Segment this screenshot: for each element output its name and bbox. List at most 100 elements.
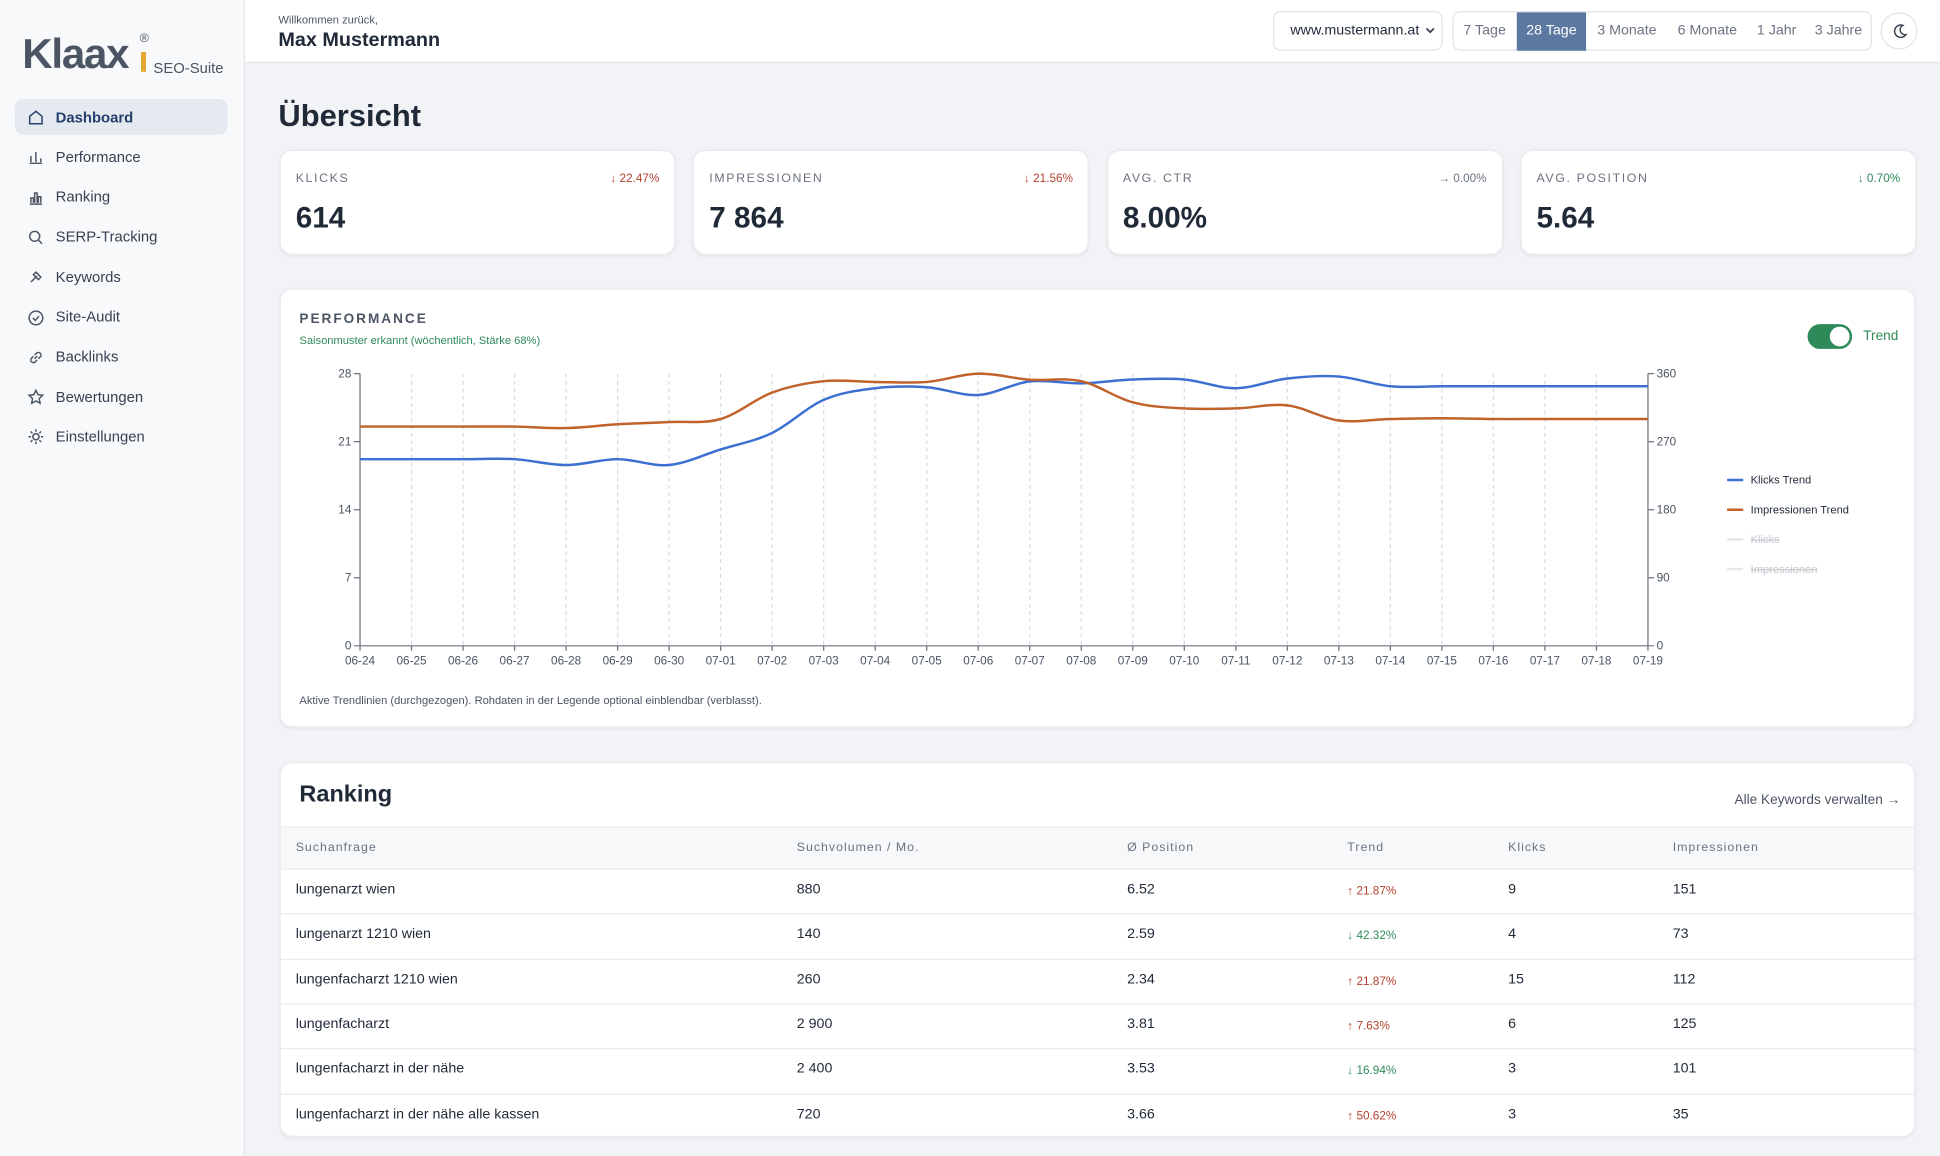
kpi-change: ↓ 22.47% bbox=[610, 171, 660, 186]
column-header: Trend bbox=[1347, 841, 1385, 855]
nav-icon bbox=[30, 271, 42, 283]
x-tick-label: 06-27 bbox=[500, 654, 530, 667]
table-cell: ↓ 16.94% bbox=[1347, 1064, 1397, 1078]
legend-label[interactable]: Impressionen bbox=[1751, 564, 1818, 576]
column-header: Klicks bbox=[1508, 841, 1547, 855]
x-tick-label: 06-25 bbox=[397, 654, 428, 667]
kpi-label: IMPRESSIONEN bbox=[709, 171, 824, 186]
nav-item[interactable]: Bewertungen bbox=[15, 379, 228, 415]
site-select[interactable]: www.mustermann.at bbox=[1273, 11, 1443, 51]
kpi-value: 7 864 bbox=[709, 201, 784, 236]
nav-label: Einstellungen bbox=[55, 427, 145, 446]
icon-path bbox=[30, 351, 42, 364]
range-button[interactable]: 3 Jahre bbox=[1814, 23, 1863, 39]
range-button[interactable]: 6 Monate bbox=[1677, 23, 1737, 39]
nav-item[interactable]: Dashboard bbox=[14, 98, 228, 135]
kpi-change: ↓ 0.70% bbox=[1857, 171, 1901, 186]
logo-suite: SEO-Suite bbox=[153, 59, 224, 77]
y-tick-label: 0 bbox=[345, 640, 352, 653]
table-cell: 3.53 bbox=[1127, 1061, 1155, 1077]
table-cell: 3.66 bbox=[1127, 1106, 1155, 1122]
y2-tick-label: 90 bbox=[1657, 571, 1671, 584]
x-tick-label: 07-15 bbox=[1427, 654, 1458, 667]
user-name: Max Mustermann bbox=[278, 29, 441, 51]
table-cell: 15 bbox=[1508, 971, 1524, 987]
nav-label: Ranking bbox=[55, 188, 111, 206]
kpi-value: 614 bbox=[295, 201, 346, 236]
kpi-value: 8.00% bbox=[1122, 201, 1208, 236]
x-tick-label: 07-17 bbox=[1530, 654, 1560, 667]
table-cell: 260 bbox=[796, 971, 821, 987]
y2-tick-label: 360 bbox=[1657, 367, 1677, 380]
table-cell: 73 bbox=[1672, 927, 1689, 942]
table-cell: lungenfacharzt in der nähe bbox=[295, 1061, 465, 1077]
table-cell: 140 bbox=[796, 927, 821, 942]
line-series bbox=[360, 374, 1648, 467]
trend-toggle[interactable] bbox=[1807, 324, 1853, 349]
site-select-label: www.mustermann.at bbox=[1290, 23, 1420, 39]
legend-label[interactable]: Klicks bbox=[1751, 534, 1780, 546]
x-tick-label: 07-19 bbox=[1633, 654, 1663, 667]
table-cell: 2.59 bbox=[1127, 927, 1155, 942]
column-header: Ø Position bbox=[1127, 841, 1195, 855]
x-tick-label: 07-10 bbox=[1169, 654, 1200, 667]
ranking-link[interactable]: Alle Keywords verwalten → bbox=[1734, 793, 1901, 808]
x-tick-label: 07-02 bbox=[757, 654, 787, 667]
kpi-card: AVG. CTR → 0.00% 8.00% bbox=[1106, 149, 1503, 255]
chevron-icon bbox=[1425, 27, 1435, 34]
logo-bar bbox=[141, 51, 146, 72]
x-tick-label: 07-03 bbox=[809, 654, 840, 667]
row-divider bbox=[280, 1093, 1914, 1095]
page-title: Übersicht bbox=[278, 98, 422, 134]
x-tick-label: 07-18 bbox=[1581, 654, 1612, 667]
nav-label: Site-Audit bbox=[55, 308, 121, 326]
table-cell: lungenarzt 1210 wien bbox=[295, 927, 431, 942]
nav-item[interactable]: Performance bbox=[15, 139, 228, 175]
kpi-change: → 0.00% bbox=[1438, 171, 1487, 186]
nav-item[interactable]: Keywords bbox=[15, 259, 228, 295]
table-cell: 35 bbox=[1672, 1106, 1689, 1122]
icon-path bbox=[28, 309, 44, 325]
row-divider bbox=[280, 958, 1914, 960]
x-tick-label: 06-24 bbox=[345, 654, 376, 667]
nav-item[interactable]: SERP-Tracking bbox=[15, 219, 228, 255]
logo-mark: ® bbox=[139, 32, 149, 46]
toggle-label: Trend bbox=[1863, 329, 1899, 344]
column-header: Impressionen bbox=[1672, 841, 1759, 855]
x-tick-label: 07-06 bbox=[963, 654, 994, 667]
kpi-label: AVG. CTR bbox=[1122, 171, 1194, 186]
range-button[interactable]: 7 Tage bbox=[1463, 23, 1506, 39]
table-cell: 151 bbox=[1672, 882, 1697, 897]
column-header: Suchanfrage bbox=[295, 841, 377, 855]
legend-label[interactable]: Klicks Trend bbox=[1751, 475, 1812, 487]
table-cell: lungenarzt wien bbox=[295, 882, 396, 897]
nav-item[interactable]: Site-Audit bbox=[15, 299, 228, 335]
nav-icon bbox=[29, 191, 43, 205]
theme-toggle[interactable] bbox=[1880, 12, 1918, 50]
table-cell: ↑ 21.87% bbox=[1347, 974, 1397, 989]
x-tick-label: 06-28 bbox=[551, 654, 582, 667]
table-cell: 2 900 bbox=[796, 1016, 833, 1032]
icon-path bbox=[29, 230, 43, 245]
table-cell: ↑ 21.87% bbox=[1347, 884, 1397, 899]
header: Willkommen zurück, Max Mustermann www.mu… bbox=[244, 0, 1940, 64]
range-button[interactable]: 28 Tage bbox=[1516, 12, 1587, 51]
row-divider bbox=[280, 913, 1914, 915]
nav-item[interactable]: Einstellungen bbox=[15, 419, 228, 455]
nav-item[interactable]: Backlinks bbox=[15, 339, 228, 375]
table-cell: ↑ 50.62% bbox=[1347, 1109, 1397, 1123]
legend-label[interactable]: Impressionen Trend bbox=[1751, 504, 1849, 516]
table-cell: lungenfacharzt 1210 wien bbox=[295, 971, 458, 987]
range-button[interactable]: 3 Monate bbox=[1597, 23, 1657, 39]
icon-path bbox=[28, 429, 44, 445]
table-cell: lungenfacharzt bbox=[295, 1016, 390, 1032]
row-divider bbox=[280, 1048, 1914, 1050]
x-tick-label: 07-14 bbox=[1375, 654, 1406, 667]
kpi-card: IMPRESSIONEN ↓ 21.56% 7 864 bbox=[693, 149, 1090, 255]
nav-icon bbox=[29, 152, 43, 165]
nav-item[interactable]: Ranking bbox=[15, 179, 228, 215]
range-button[interactable]: 1 Jahr bbox=[1756, 23, 1797, 39]
table-cell: 112 bbox=[1672, 971, 1696, 987]
x-tick-label: 06-29 bbox=[603, 654, 633, 667]
